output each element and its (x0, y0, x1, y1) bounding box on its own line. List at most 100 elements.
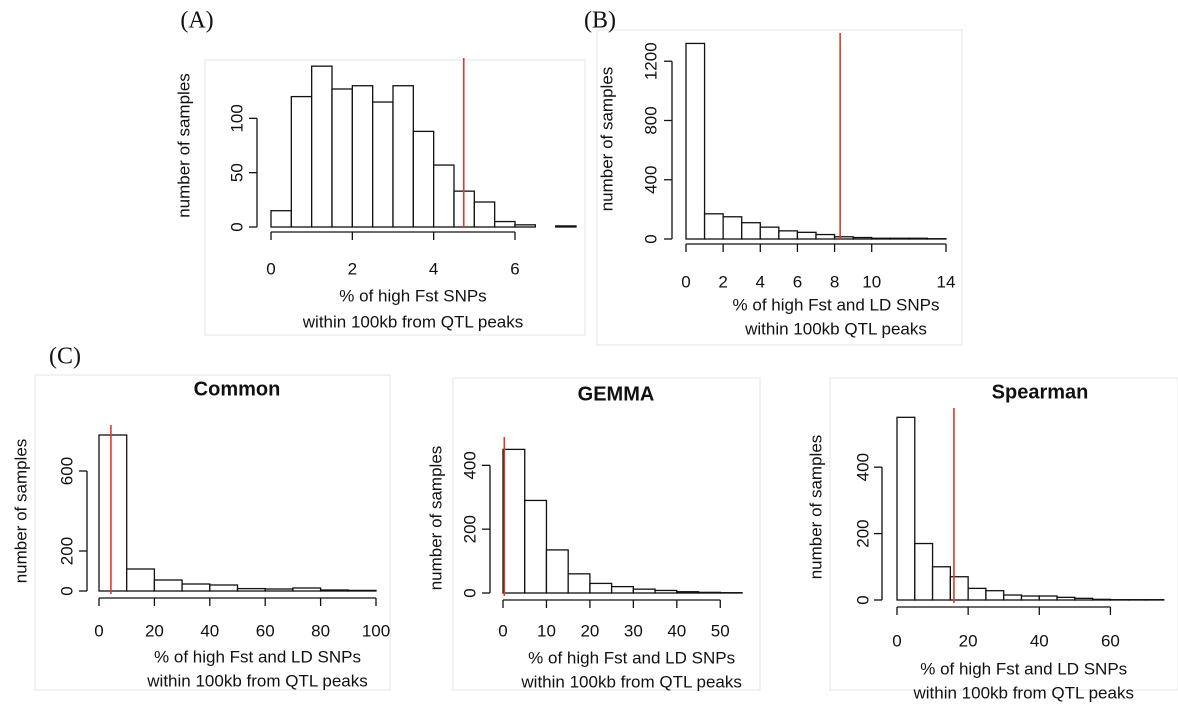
bar (473, 201, 496, 228)
x-tick-label: 100 (362, 621, 390, 640)
bar (292, 587, 322, 592)
bar (545, 549, 569, 594)
x-tick-label: 20 (959, 631, 978, 650)
x-axis-label: % of high Fst and LD SNPs (733, 295, 940, 314)
panel-frame (34, 374, 391, 691)
x-axis-label: within 100kb QTL peaks (744, 319, 927, 338)
bar (98, 434, 128, 592)
y-axis-label: number of samples (426, 446, 445, 591)
bar (412, 130, 435, 228)
chart-title: GEMMA (578, 383, 655, 405)
bar (555, 225, 577, 228)
x-tick-label: 0 (266, 259, 275, 278)
bar (703, 213, 724, 240)
bar (1091, 598, 1112, 601)
bar (985, 590, 1005, 601)
bar (871, 237, 891, 240)
y-tick-label: 200 (853, 519, 872, 547)
bar (796, 231, 817, 240)
bar (514, 224, 536, 228)
x-tick-label: 0 (681, 272, 690, 291)
y-axis-label: number of samples (11, 439, 30, 584)
bar (351, 85, 374, 228)
y-axis-label: number of samples (174, 73, 193, 218)
y-tick-label: 100 (227, 104, 246, 132)
bar (1020, 595, 1040, 601)
bar (126, 568, 156, 592)
x-tick-label: 0 (892, 631, 901, 650)
chart-title: Spearman (992, 381, 1089, 403)
bar (331, 88, 353, 228)
bar (567, 573, 591, 594)
y-axis-label: number of samples (806, 435, 825, 580)
bar (372, 101, 394, 228)
bar (181, 583, 211, 592)
x-axis-label: within 100kb from QTL peaks (912, 683, 1133, 702)
panel-frame (204, 59, 586, 336)
bar (1038, 595, 1058, 601)
bar (392, 85, 414, 228)
panel-label: (B) (584, 8, 616, 34)
bar (914, 542, 934, 601)
bar (347, 589, 377, 592)
bar (697, 591, 721, 594)
x-tick-label: 0 (94, 621, 103, 640)
bar (589, 582, 613, 594)
bar (311, 65, 333, 228)
y-tick-label: 200 (460, 515, 479, 543)
bar (290, 95, 313, 228)
bar (236, 587, 266, 592)
y-tick-label: 0 (460, 588, 479, 597)
x-tick-label: 4 (756, 272, 765, 291)
y-tick-label: 0 (853, 595, 872, 604)
x-tick-label: 20 (145, 621, 164, 640)
panel-label: (A) (180, 8, 213, 34)
x-tick-label: 2 (718, 272, 727, 291)
x-tick-label: 10 (537, 621, 556, 640)
x-tick-label: 4 (429, 259, 438, 278)
x-tick-label: 14 (937, 272, 956, 291)
bar (931, 566, 952, 601)
bar (949, 576, 969, 601)
bar (852, 236, 873, 240)
bar (1074, 597, 1094, 601)
x-tick-label: 60 (1101, 631, 1120, 650)
bar (896, 416, 916, 601)
bar (610, 585, 635, 594)
y-tick-label: 400 (641, 166, 660, 194)
x-tick-label: 40 (200, 621, 219, 640)
bar (967, 587, 987, 601)
panel-frame (596, 29, 963, 346)
chart-title: Common (194, 378, 281, 400)
x-tick-label: 40 (667, 621, 686, 640)
bar (778, 230, 799, 240)
x-axis-label: % of high Fst SNPs (339, 286, 486, 305)
bar (433, 164, 455, 228)
x-axis-label: within 100kb from QTL peaks (520, 672, 741, 691)
x-tick-label: 8 (830, 272, 839, 291)
bar (319, 589, 349, 592)
x-tick-label: 50 (711, 621, 730, 640)
bar (632, 588, 656, 594)
y-tick-label: 0 (641, 234, 660, 243)
y-tick-label: 0 (227, 222, 246, 231)
bar (908, 237, 929, 240)
bar (270, 210, 292, 228)
x-axis-label: within 100kb from QTL peaks (302, 312, 523, 331)
bar (889, 237, 910, 240)
x-axis-label: % of high Fst and LD SNPs (920, 659, 1127, 678)
y-tick-label: 50 (227, 163, 246, 182)
y-tick-label: 400 (460, 451, 479, 479)
x-axis-label: within 100kb from QTL peaks (146, 671, 367, 690)
x-tick-label: 30 (624, 621, 643, 640)
bar (654, 589, 678, 594)
bar (502, 448, 526, 594)
bar (494, 220, 516, 228)
bar (209, 584, 239, 592)
y-tick-label: 1200 (641, 42, 660, 80)
x-axis-label: % of high Fst and LD SNPs (154, 647, 361, 666)
panel-label: (C) (49, 344, 81, 370)
x-tick-label: 20 (580, 621, 599, 640)
y-tick-label: 600 (57, 457, 76, 485)
